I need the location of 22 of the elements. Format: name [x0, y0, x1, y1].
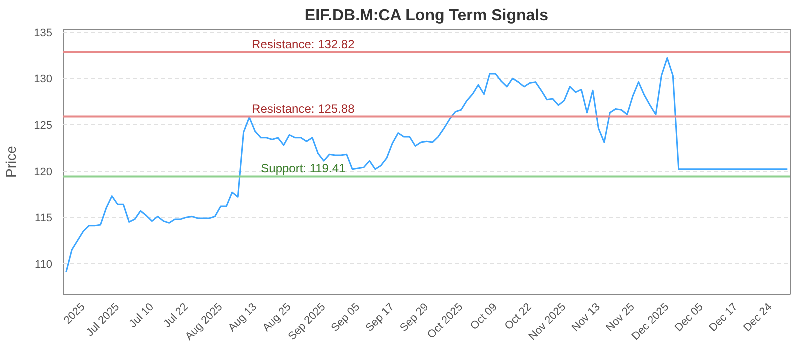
- y-tick-label: 115: [34, 212, 53, 225]
- x-tick-label: Nov 13: [570, 301, 603, 334]
- y-tick-label: 135: [34, 27, 53, 40]
- x-tick-label: Sep 17: [364, 301, 397, 334]
- y-tick-label: 110: [34, 258, 53, 271]
- ref-line-label: Resistance: 132.82: [252, 37, 356, 52]
- y-axis-title: Price: [3, 146, 20, 178]
- y-tick-label: 125: [34, 120, 53, 132]
- chart-title: EIF.DB.M:CA Long Term Signals: [304, 8, 549, 24]
- y-tick-label: 130: [34, 74, 53, 86]
- ref-line-label: Support: 119.41: [261, 162, 346, 176]
- x-tick-label: Dec 05: [672, 301, 706, 334]
- x-tick-label: Dec 17: [707, 301, 740, 334]
- ref-line-label: Resistance: 125.88: [252, 102, 356, 116]
- x-tick-label: Jul 10: [127, 301, 156, 330]
- x-tick-label: Oct 09: [468, 301, 500, 333]
- y-tick-label: 120: [34, 166, 53, 178]
- x-tick-label: Aug 13: [226, 301, 260, 334]
- x-tick-label: Jul 22: [162, 301, 191, 330]
- line-series: [66, 57, 788, 274]
- x-tick-label: Dec 24: [742, 301, 775, 334]
- x-tick-label: Sep 05: [329, 301, 363, 334]
